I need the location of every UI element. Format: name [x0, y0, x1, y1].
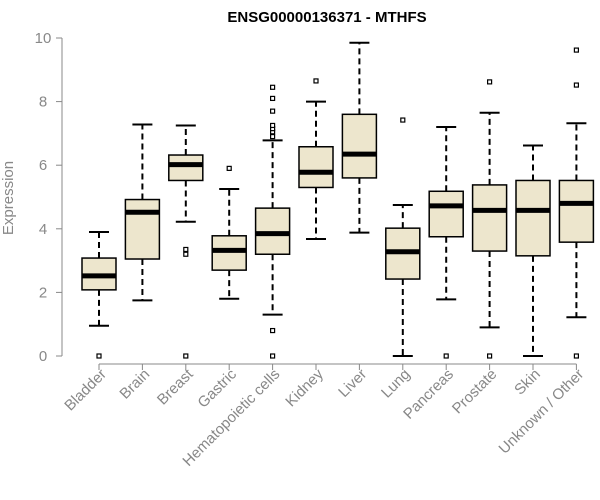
outlier-point	[270, 122, 276, 129]
box-bladder	[81, 230, 117, 359]
box-body	[515, 179, 551, 257]
y-tick-label: 2	[39, 284, 47, 301]
box-body	[211, 235, 247, 271]
outlier-point	[573, 47, 580, 53]
outlier-point	[270, 84, 276, 90]
box-body	[168, 154, 204, 182]
y-tick-label: 8	[39, 94, 47, 111]
x-tick-label: Kidney	[282, 365, 327, 410]
x-tick-label: Skin	[511, 366, 544, 399]
x-tick-label: Brain	[116, 366, 153, 403]
outlier-point	[183, 251, 189, 257]
box-body	[124, 198, 161, 260]
box-breast	[168, 124, 204, 359]
box-brain	[124, 123, 161, 302]
outlier-point	[573, 353, 580, 359]
outlier-point	[96, 353, 102, 359]
box-pancreas	[428, 126, 464, 359]
outlier-point	[270, 108, 276, 114]
outlier-point	[400, 117, 406, 123]
outlier-point	[183, 353, 189, 359]
box-body	[298, 146, 334, 189]
x-tick-label: Lung	[378, 366, 414, 402]
box-hematopoietic-cells	[254, 84, 291, 359]
outlier-point	[443, 353, 449, 359]
outlier-point	[270, 353, 276, 359]
y-axis: 0 2 4 6 8 10	[35, 30, 63, 365]
outlier-point	[226, 165, 232, 171]
box-kidney	[298, 78, 334, 240]
box-body	[341, 113, 378, 179]
outlier-point	[270, 95, 276, 102]
box-gastric	[211, 165, 247, 300]
y-tick-label: 4	[39, 221, 47, 238]
box-series	[81, 41, 595, 359]
y-tick-label: 6	[39, 157, 47, 174]
x-tick-label: Breast	[154, 365, 197, 408]
box-unknown-other	[558, 47, 595, 359]
y-tick-label: 10	[35, 30, 52, 47]
outlier-point	[487, 353, 493, 359]
box-prostate	[471, 79, 508, 359]
y-axis-label: Expression	[0, 161, 17, 235]
outlier-point	[183, 246, 189, 253]
box-body	[428, 190, 464, 238]
box-body	[558, 179, 595, 243]
chart-title: ENSG00000136371 - MTHFS	[227, 9, 426, 26]
box-skin	[515, 144, 551, 357]
outlier-point	[270, 327, 276, 334]
x-tick-label: Liver	[335, 366, 370, 401]
box-lung	[385, 117, 421, 357]
box-liver	[341, 41, 378, 234]
outlier-point	[487, 79, 493, 85]
outlier-point	[573, 82, 580, 88]
x-tick-label: Prostate	[449, 366, 501, 418]
outlier-point	[313, 78, 319, 84]
x-tick-label: Bladder	[61, 366, 110, 415]
outlier-point	[270, 133, 276, 140]
box-body	[471, 184, 508, 252]
y-tick-label: 0	[39, 348, 47, 365]
